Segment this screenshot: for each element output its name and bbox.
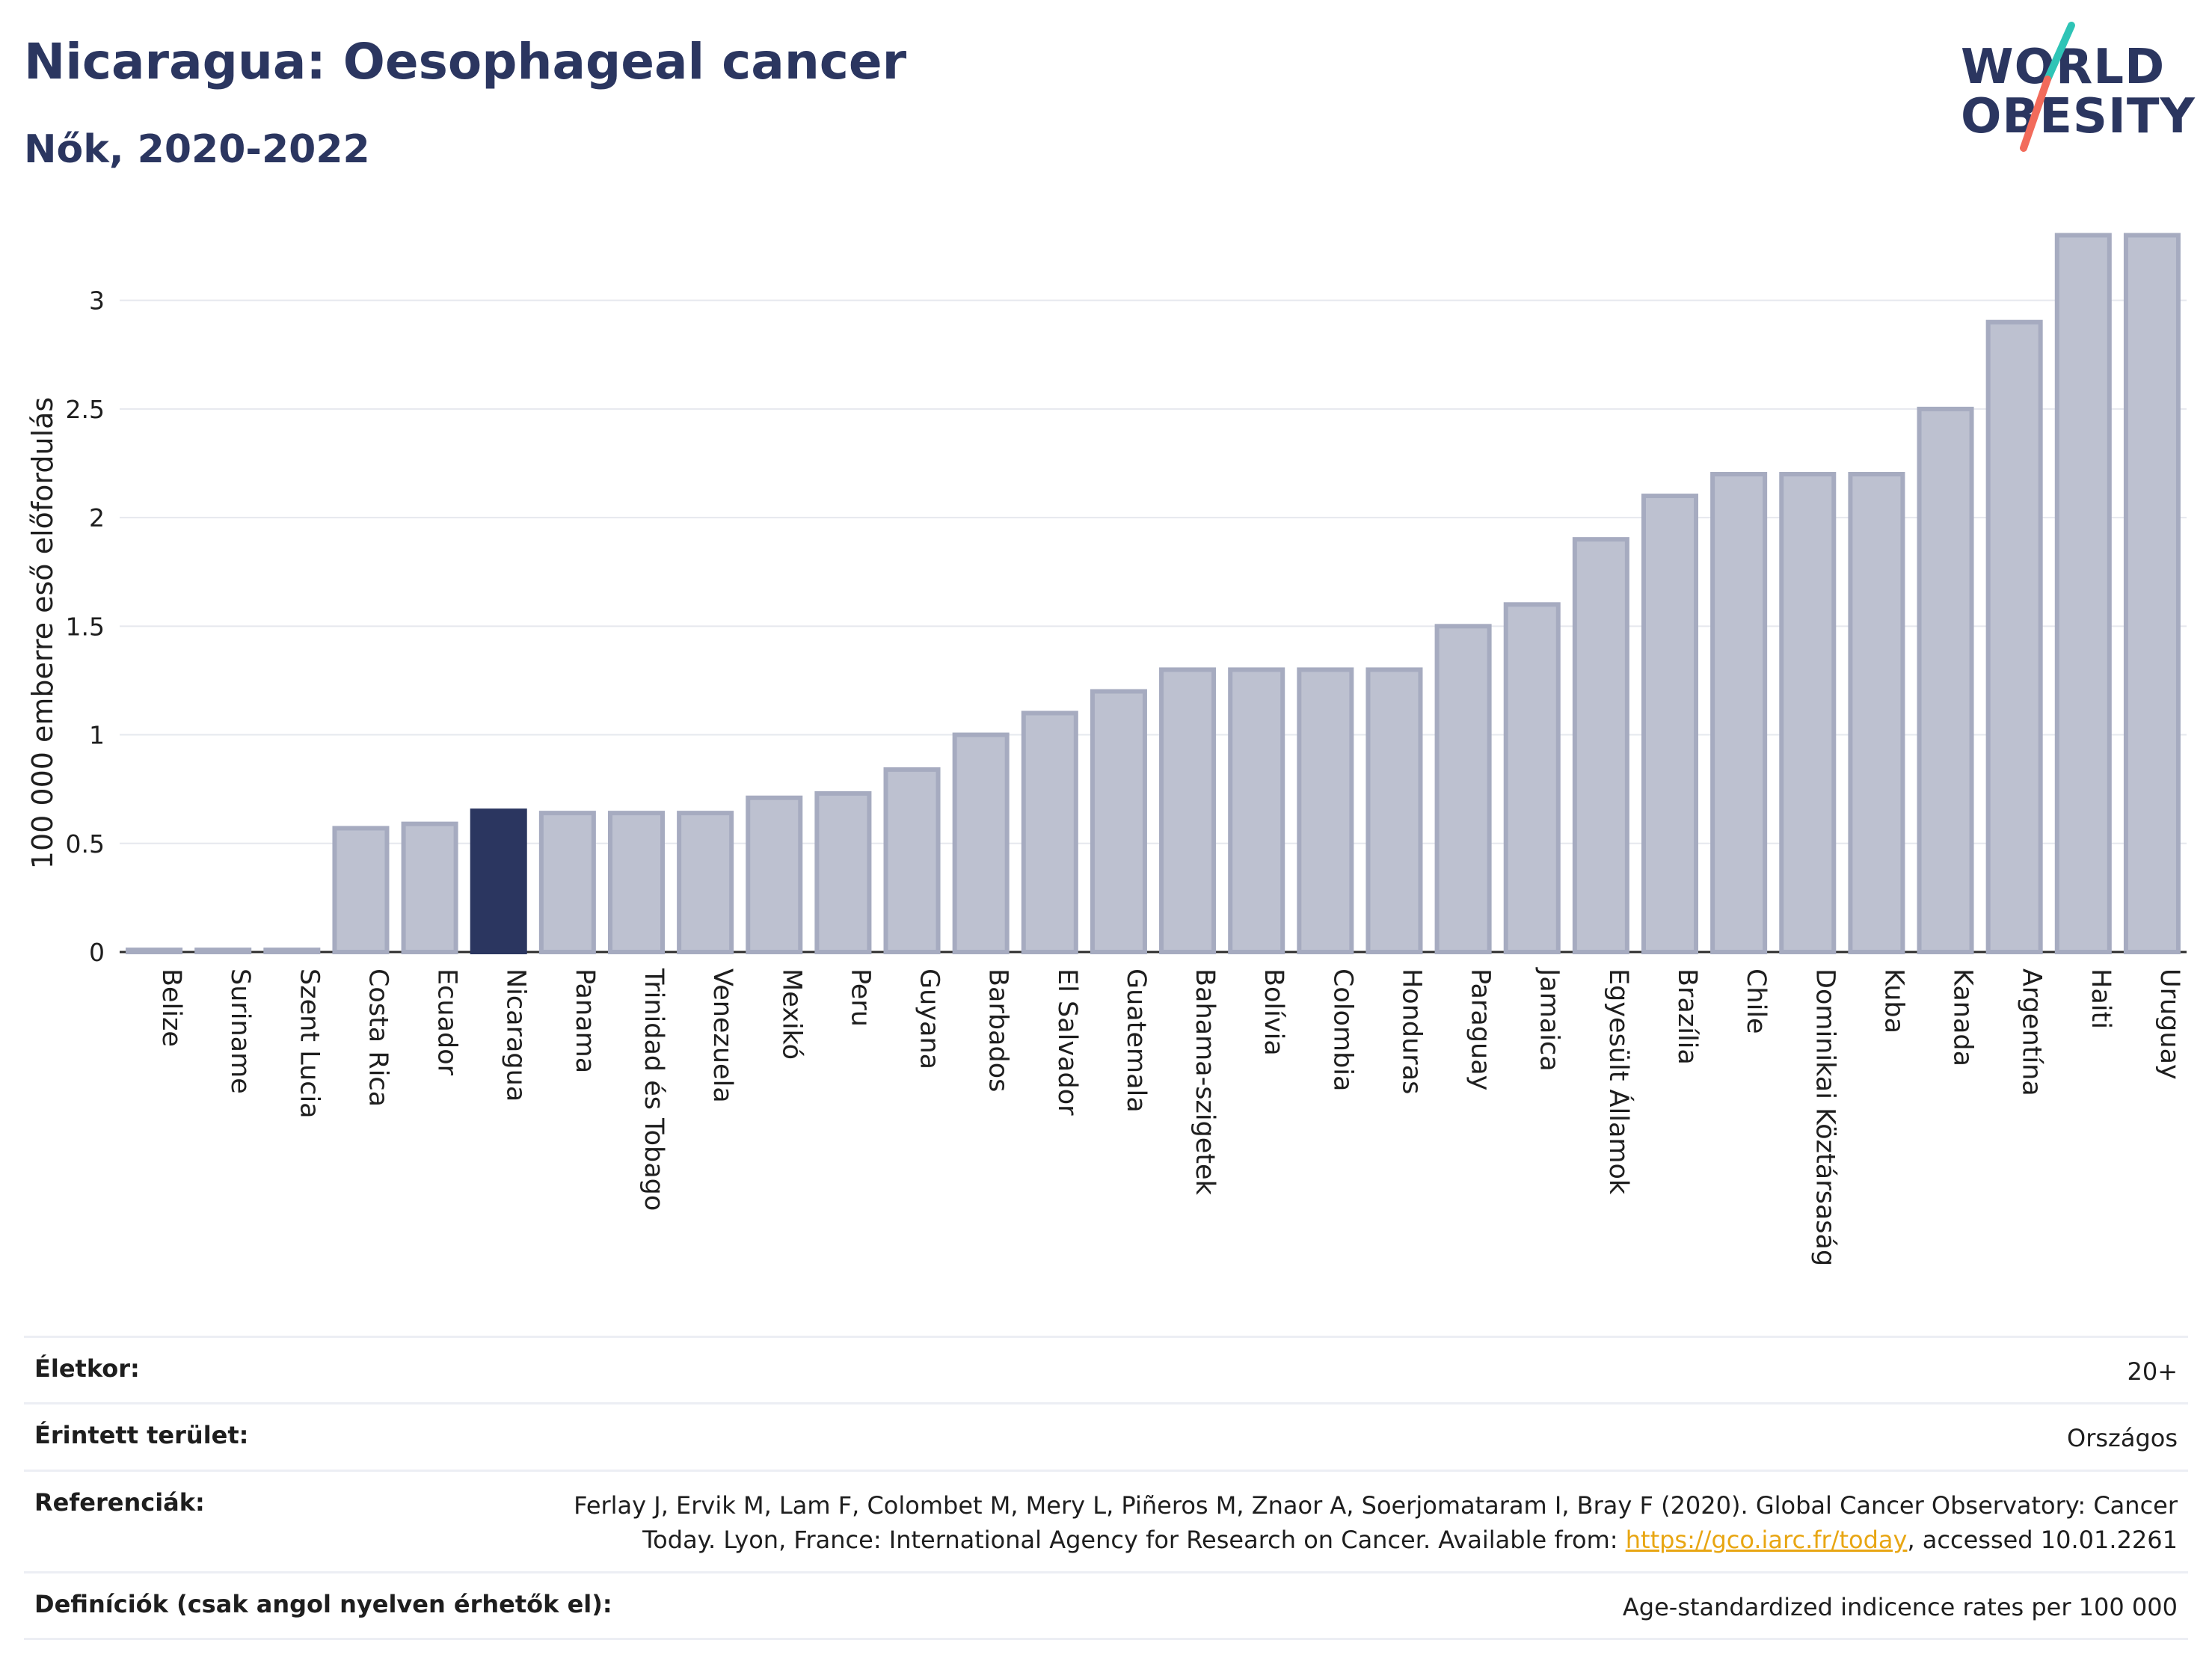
x-tick-label: Paraguay bbox=[1466, 968, 1496, 1090]
x-tick-label: Barbados bbox=[983, 968, 1013, 1092]
bar-guyana bbox=[883, 767, 941, 954]
x-tick-label: Haiti bbox=[2086, 968, 2116, 1029]
bar-barbados bbox=[952, 732, 1010, 954]
x-tick-label: Nicaragua bbox=[501, 968, 531, 1102]
bar-venezuela bbox=[677, 811, 734, 954]
x-tick-label: Szent Lucia bbox=[294, 968, 324, 1119]
x-tick-label: Dominikai Köztársaság bbox=[1810, 968, 1840, 1266]
meta-key-definitions: Definíciók (csak angol nyelven érhetők e… bbox=[34, 1589, 612, 1618]
meta-row-definitions: Definíciók (csak angol nyelven érhetők e… bbox=[24, 1573, 2188, 1640]
meta-key-area: Érintett terület: bbox=[34, 1421, 249, 1450]
y-tick-label: 2.5 bbox=[66, 395, 105, 424]
world-obesity-logo: WORLD OBESITY bbox=[1952, 15, 2199, 165]
bar-argentína bbox=[1985, 319, 2043, 955]
bar-el-salvador bbox=[1021, 710, 1078, 954]
bar-guatemala bbox=[1090, 689, 1147, 955]
x-tick-label: Mexikó bbox=[776, 968, 806, 1060]
x-tick-label: Suriname bbox=[225, 968, 255, 1094]
bar-haiti bbox=[2054, 233, 2112, 954]
bar-chart: 0 0.5 1 1.5 2 2.5 3 Belize Suriname Szent Lucia C… bbox=[26, 233, 2187, 1266]
y-tick-label: 1 bbox=[89, 721, 105, 750]
y-tick-label: 0.5 bbox=[66, 829, 105, 859]
x-tick-label: Costa Rica bbox=[363, 968, 393, 1107]
bar-szent-lucia bbox=[263, 948, 321, 954]
bar-suriname bbox=[194, 948, 252, 954]
bar-trinidad-és-tobago bbox=[607, 811, 666, 954]
logo-line-2: OBESITY bbox=[1961, 89, 2196, 144]
meta-value-age: 20+ bbox=[2127, 1357, 2178, 1386]
bar-peru bbox=[814, 790, 872, 955]
meta-key-references: Referenciák: bbox=[34, 1487, 205, 1517]
bar-egyesült-államok bbox=[1572, 537, 1629, 955]
reference-line-2: Today. Lyon, France: International Agenc… bbox=[642, 1526, 1626, 1555]
meta-value-definitions: Age-standardized indicence rates per 100… bbox=[1622, 1592, 2178, 1621]
x-tick-label: Egyesült Államok bbox=[1603, 968, 1635, 1195]
x-tick-label: Guatemala bbox=[1121, 968, 1151, 1113]
meta-value-references: Ferlay J, Ervik M, Lam F, Colombet M, Me… bbox=[574, 1488, 2178, 1558]
bar-chile bbox=[1710, 472, 1768, 954]
bar-nicaragua bbox=[470, 808, 527, 955]
bar-costa-rica bbox=[332, 826, 390, 954]
x-tick-label: El Salvador bbox=[1052, 968, 1082, 1116]
meta-row-references: Referenciák: Ferlay J, Ervik M, Lam F, C… bbox=[24, 1472, 2188, 1573]
x-tick-label: Honduras bbox=[1396, 968, 1426, 1094]
logo-slash-icon bbox=[2020, 22, 2075, 152]
reference-line-1: Ferlay J, Ervik M, Lam F, Colombet M, Me… bbox=[574, 1490, 2178, 1520]
x-tick-label: Venezuela bbox=[707, 968, 737, 1103]
bar-jamaica bbox=[1503, 602, 1561, 954]
bar-honduras bbox=[1365, 667, 1423, 954]
grid-lines bbox=[120, 299, 2187, 954]
y-tick-label: 2 bbox=[89, 503, 105, 532]
x-tick-label: Argentína bbox=[2017, 968, 2047, 1096]
x-tick-label: Guyana bbox=[915, 968, 944, 1069]
meta-key-age: Életkor: bbox=[34, 1354, 140, 1383]
bar-dominikai-köztársaság bbox=[1779, 472, 1837, 954]
page-title: Nicaragua: Oesophageal cancer bbox=[24, 33, 907, 90]
x-axis-labels: Belize Suriname Szent Lucia Costa Rica Ecuad… bbox=[156, 967, 2184, 1266]
x-tick-label: Trinidad és Tobago bbox=[639, 968, 669, 1211]
x-tick-label: Panama bbox=[570, 968, 600, 1073]
bar-paraguay bbox=[1434, 624, 1492, 954]
page-subtitle: Nők, 2020-2022 bbox=[24, 127, 370, 172]
y-tick-label: 1.5 bbox=[66, 612, 105, 641]
x-tick-label: Brazília bbox=[1672, 968, 1702, 1065]
bar-kanada bbox=[1917, 406, 1974, 954]
bar-mexikó bbox=[746, 795, 803, 955]
bar-bahama-szigetek bbox=[1159, 667, 1217, 954]
bar-kuba bbox=[1848, 472, 1905, 954]
x-tick-label: Belize bbox=[156, 968, 186, 1047]
bar-uruguay bbox=[2123, 233, 2181, 954]
x-tick-label: Kanada bbox=[1948, 968, 1978, 1066]
y-tick-label: 0 bbox=[89, 938, 105, 967]
x-tick-label: Peru bbox=[845, 968, 875, 1027]
meta-row-age: Életkor: 20+ bbox=[24, 1338, 2188, 1405]
x-tick-label: Bahama-szigetek bbox=[1190, 968, 1220, 1196]
bar-ecuador bbox=[401, 821, 458, 954]
y-axis-label: 100 000 emberre eső előfordulás bbox=[26, 397, 59, 869]
x-tick-label: Colombia bbox=[1327, 968, 1357, 1091]
bar-belize bbox=[126, 948, 183, 954]
metadata-table: Életkor: 20+ Érintett terület: Országos … bbox=[24, 1336, 2188, 1640]
x-tick-label: Jamaica bbox=[1534, 967, 1564, 1072]
reference-line-2-end: , accessed 10.01.2261 bbox=[1907, 1526, 2178, 1555]
bar-colombia bbox=[1297, 667, 1354, 954]
x-tick-label: Ecuador bbox=[432, 968, 462, 1076]
x-tick-label: Chile bbox=[1741, 968, 1771, 1034]
bar-panama bbox=[538, 811, 596, 954]
bar-bolívia bbox=[1228, 667, 1285, 954]
bar-brazília bbox=[1641, 494, 1699, 954]
meta-row-area: Érintett terület: Országos bbox=[24, 1404, 2188, 1472]
y-axis-ticks: 0 0.5 1 1.5 2 2.5 3 bbox=[66, 286, 105, 967]
reference-link[interactable]: https://gco.iarc.fr/today bbox=[1625, 1526, 1908, 1555]
x-tick-label: Bolívia bbox=[1259, 968, 1288, 1056]
meta-value-area: Országos bbox=[2067, 1424, 2178, 1453]
x-tick-label: Uruguay bbox=[2154, 968, 2184, 1080]
bars bbox=[126, 233, 2181, 955]
x-tick-label: Kuba bbox=[1878, 968, 1908, 1034]
y-tick-label: 3 bbox=[89, 286, 105, 316]
